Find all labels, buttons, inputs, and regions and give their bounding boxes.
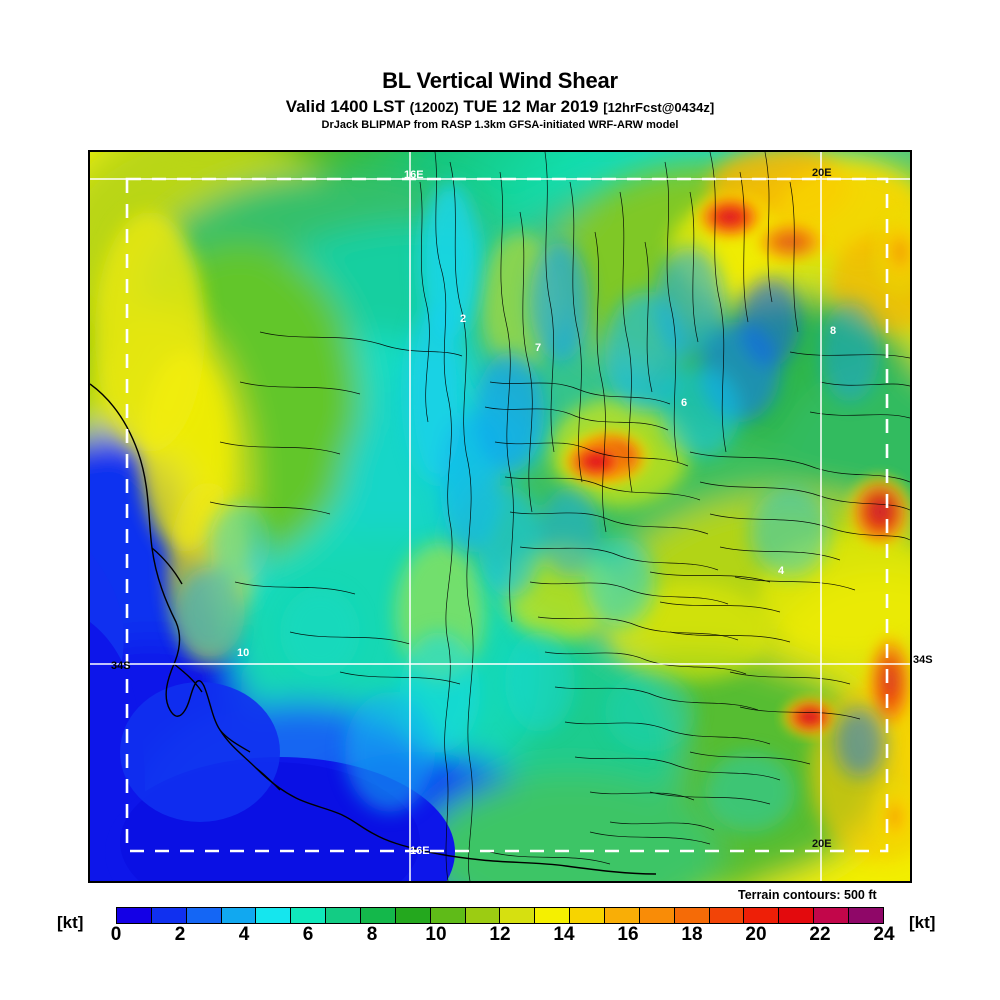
colorbar-segment-11 bbox=[500, 908, 536, 923]
colorbar-segment-17 bbox=[709, 908, 745, 923]
weather-map[interactable]: 16E 20E 20E 16E 2 7 8 6 4 10 bbox=[88, 150, 912, 883]
colorbar-segment-3 bbox=[221, 908, 257, 923]
colorbar[interactable] bbox=[116, 907, 884, 924]
colorbar-tick-6: 6 bbox=[302, 924, 314, 945]
lat-label-left: 34S bbox=[111, 660, 131, 672]
colorbar-tick-16: 16 bbox=[617, 924, 639, 945]
lat-label-right: 34S bbox=[913, 654, 933, 666]
colorbar-segment-9 bbox=[430, 908, 466, 923]
colorbar-ticks: 0 2 4 6 8 10 12 14 16 18 20 22 24 bbox=[111, 924, 895, 947]
title-block: BL Vertical Wind Shear Valid 1400 LST (1… bbox=[0, 0, 1000, 131]
colorbar-tick-12: 12 bbox=[489, 924, 511, 945]
colorbar-tick-0: 0 bbox=[110, 924, 122, 945]
colorbar-segment-15 bbox=[639, 908, 675, 923]
colorbar-unit-left: [kt] bbox=[57, 913, 84, 932]
valid-time: Valid 1400 LST bbox=[285, 97, 405, 116]
colorbar-tick-22: 22 bbox=[809, 924, 831, 945]
colorbar-segment-20 bbox=[814, 908, 850, 923]
terrain-contour-note: Terrain contours: 500 ft bbox=[736, 888, 879, 902]
colorbar-segment-21 bbox=[849, 908, 883, 923]
valid-time-utc: (1200Z) bbox=[409, 99, 459, 115]
colorbar-segment-10 bbox=[465, 908, 501, 923]
forecast-hour: [12hrFcst@0434z] bbox=[603, 100, 715, 115]
colorbar-unit-right: [kt] bbox=[909, 913, 936, 932]
colorbar-tick-14: 14 bbox=[553, 924, 575, 945]
colorbar-segment-1 bbox=[151, 908, 187, 923]
colorbar-tick-4: 4 bbox=[238, 924, 250, 945]
colorbar-segment-14 bbox=[605, 908, 640, 923]
colorbar-tick-8: 8 bbox=[366, 924, 378, 945]
colorbar-segment-0 bbox=[117, 908, 152, 923]
colorbar-segment-8 bbox=[395, 908, 431, 923]
colorbar-segment-7 bbox=[361, 908, 396, 923]
colorbar-segment-12 bbox=[535, 908, 571, 923]
colorbar-segment-16 bbox=[674, 908, 710, 923]
colorbar-tick-2: 2 bbox=[174, 924, 186, 945]
colorbar-segment-4 bbox=[256, 908, 292, 923]
shear-field-raster bbox=[90, 152, 910, 881]
valid-date: TUE 12 Mar 2019 bbox=[463, 97, 599, 116]
colorbar-tick-18: 18 bbox=[681, 924, 703, 945]
colorbar-segment-2 bbox=[186, 908, 222, 923]
model-source: DrJack BLIPMAP from RASP 1.3km GFSA-init… bbox=[321, 119, 679, 131]
colorbar-tick-20: 20 bbox=[745, 924, 767, 945]
colorbar-segment-5 bbox=[291, 908, 327, 923]
colorbar-segment-19 bbox=[779, 908, 815, 923]
page-title: BL Vertical Wind Shear bbox=[382, 68, 618, 93]
colorbar-segment-18 bbox=[744, 908, 780, 923]
title-subtitle: Valid 1400 LST (1200Z) TUE 12 Mar 2019 [… bbox=[0, 98, 1000, 115]
colorbar-tick-24: 24 bbox=[873, 924, 895, 945]
colorbar-segment-13 bbox=[570, 908, 606, 923]
colorbar-tick-10: 10 bbox=[425, 924, 447, 945]
colorbar-segment-6 bbox=[326, 908, 362, 923]
